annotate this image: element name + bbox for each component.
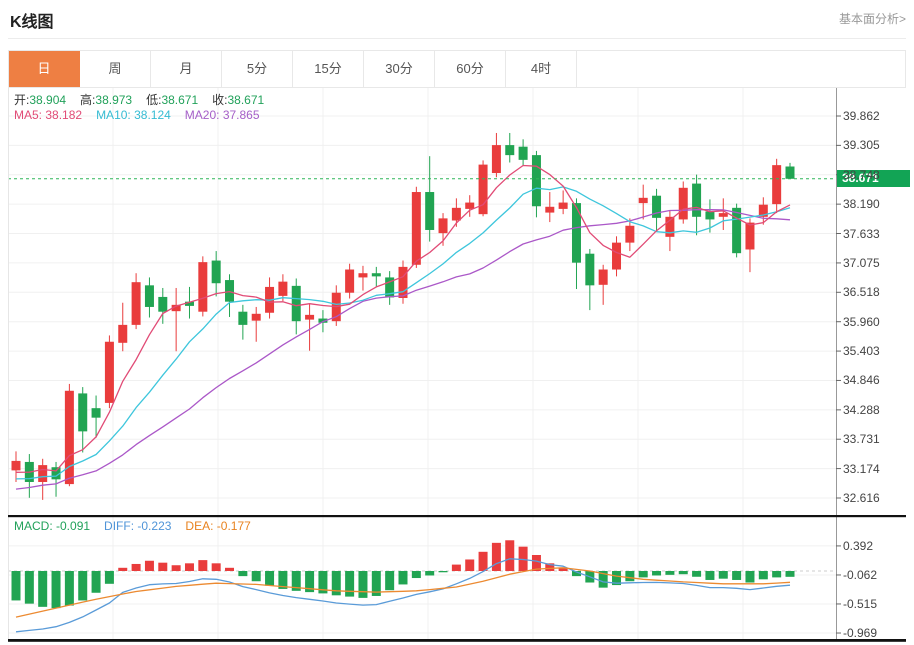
price-axis-label: 34.846 (843, 373, 880, 388)
diff-value: -0.223 (137, 519, 172, 533)
macd-axis-label: -0.969 (843, 626, 878, 641)
price-axis-label: 38.748 (843, 167, 880, 182)
open-value: 38.904 (29, 93, 67, 107)
price-axis-label: 32.616 (843, 491, 880, 505)
diff-label: DIFF: (104, 519, 135, 533)
tab-period-30分[interactable]: 30分 (364, 51, 435, 87)
ma10-label: MA10: (96, 108, 131, 122)
low-label: 低: (146, 93, 162, 107)
tab-period-15分[interactable]: 15分 (293, 51, 364, 87)
price-axis-label: 34.288 (843, 402, 880, 417)
high-value: 38.973 (95, 93, 133, 107)
close-value: 38.671 (227, 93, 265, 107)
price-axis-label: 35.960 (843, 314, 880, 329)
price-axis-label: 39.862 (843, 109, 880, 123)
ma-legend: MA5: 38.182 MA10: 38.124 MA20: 37.865 (14, 108, 274, 122)
low-value: 38.671 (161, 93, 199, 107)
current-price-tag: 38.671 (837, 170, 910, 188)
fundamental-analysis-link[interactable]: 基本面分析> (838, 12, 906, 26)
macd-legend: MACD: -0.091 DIFF: -0.223 DEA: -0.177 (14, 519, 265, 533)
macd-value: -0.091 (56, 519, 91, 533)
price-axis-label: 38.190 (843, 197, 880, 212)
ma5-value: 38.182 (45, 108, 83, 122)
macd-axis-label: 0.392 (843, 538, 874, 553)
ma10-value: 38.124 (134, 108, 171, 122)
price-axis-label: 37.075 (843, 255, 880, 270)
close-label: 收: (212, 93, 228, 107)
tab-period-月[interactable]: 月 (151, 51, 222, 87)
ma20-value: 37.865 (222, 108, 260, 122)
tab-period-日[interactable]: 日 (9, 51, 80, 87)
price-axis-label: 35.403 (843, 344, 880, 359)
price-axis-label: 33.174 (843, 461, 880, 476)
chart-plot-area[interactable] (8, 88, 836, 639)
price-axis-label: 37.633 (843, 226, 880, 241)
high-label: 高: (80, 93, 96, 107)
price-axis-label: 39.305 (843, 138, 880, 153)
price-axis-label: 36.518 (843, 285, 880, 300)
open-label: 开: (14, 93, 30, 107)
macd-axis-label: -0.515 (843, 596, 878, 611)
ma5-label: MA5: (14, 108, 43, 122)
ohlc-legend: 开:38.904 高:38.973 低:38.671 收:38.671 (14, 91, 278, 108)
tab-period-4时[interactable]: 4时 (506, 51, 577, 87)
header-divider (8, 38, 906, 39)
dea-label: DEA: (185, 519, 214, 533)
tab-period-60分[interactable]: 60分 (435, 51, 506, 87)
macd-axis-label: -0.062 (843, 567, 878, 582)
tab-period-5分[interactable]: 5分 (222, 51, 293, 87)
page-title: K线图 (10, 14, 54, 31)
price-axis-label: 33.731 (843, 432, 880, 447)
tab-period-周[interactable]: 周 (80, 51, 151, 87)
period-tabbar: 日周月 5分 15分 30分 60分 4时 (8, 50, 906, 88)
ma20-label: MA20: (184, 108, 220, 122)
macd-label: MACD: (14, 519, 53, 533)
dea-value: -0.177 (216, 519, 251, 533)
